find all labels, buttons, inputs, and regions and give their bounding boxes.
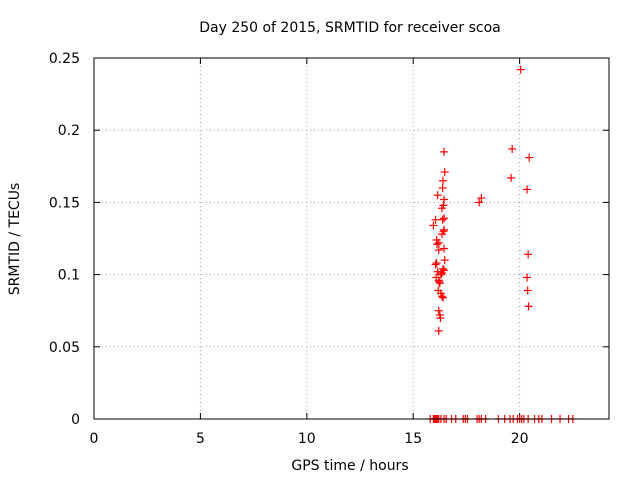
data-point (438, 183, 447, 192)
x-tick-label: 15 (404, 431, 422, 447)
x-tick-label: 5 (196, 431, 205, 447)
chart-title: Day 250 of 2015, SRMTID for receiver sco… (199, 20, 501, 36)
data-point (507, 173, 516, 182)
y-tick-label: 0.2 (58, 123, 80, 139)
data-point (523, 286, 532, 295)
y-tick-label: 0 (71, 412, 80, 428)
data-point (431, 215, 440, 224)
data-point (475, 198, 484, 207)
data-point (437, 292, 446, 301)
data-points (426, 65, 577, 423)
data-point (440, 214, 449, 223)
data-point (434, 238, 443, 247)
x-axis-ticks: 0 5 10 15 20 (90, 58, 529, 447)
y-tick: 0.05 (49, 340, 609, 356)
data-point (523, 185, 532, 194)
data-point (434, 306, 443, 315)
data-point (435, 277, 444, 286)
x-tick: 10 (298, 58, 316, 447)
data-point (435, 279, 444, 288)
y-tick-label: 0.15 (49, 195, 80, 211)
data-point (429, 221, 438, 230)
data-point (439, 264, 448, 273)
data-point (439, 227, 448, 236)
data-point (440, 256, 449, 265)
data-point (432, 259, 441, 268)
x-tick-label: 10 (298, 431, 316, 447)
data-point (440, 225, 449, 234)
data-point (439, 293, 448, 302)
data-point (523, 273, 532, 282)
data-point (436, 270, 445, 279)
grid-lines (94, 58, 609, 419)
data-point (433, 240, 442, 249)
data-point (433, 191, 442, 200)
data-point (524, 250, 533, 259)
data-point (440, 168, 449, 177)
data-point (440, 147, 449, 156)
data-point (431, 260, 440, 269)
data-point (438, 215, 447, 224)
y-tick: 0.25 (49, 51, 609, 67)
data-point (477, 194, 486, 203)
y-axis-ticks: 0 0.05 0.1 0.15 0.2 0.25 (49, 51, 609, 428)
y-tick-label: 0.05 (49, 340, 80, 356)
data-point (516, 65, 525, 74)
y-tick-label: 0.1 (58, 268, 80, 284)
x-tick: 5 (196, 58, 205, 447)
x-axis-label: GPS time / hours (291, 458, 408, 474)
data-point (525, 153, 534, 162)
data-point (434, 246, 443, 255)
data-point (440, 244, 449, 253)
y-tick: 0.15 (49, 195, 609, 211)
x-tick: 20 (511, 58, 529, 447)
data-point (437, 204, 446, 213)
data-point (508, 144, 517, 153)
data-point (440, 195, 449, 204)
data-point (436, 313, 445, 322)
x-tick: 15 (404, 58, 422, 447)
plot-frame (93, 57, 610, 420)
data-point (434, 326, 443, 335)
y-tick: 0.2 (58, 123, 609, 139)
data-point (439, 176, 448, 185)
data-point (437, 269, 446, 278)
y-tick: 0.1 (58, 268, 609, 284)
data-point (524, 302, 533, 311)
y-axis-label: SRMTID / TECUs (7, 183, 23, 296)
y-tick-label: 0.25 (49, 51, 80, 67)
x-tick-label: 0 (90, 431, 99, 447)
x-tick-label: 20 (511, 431, 529, 447)
